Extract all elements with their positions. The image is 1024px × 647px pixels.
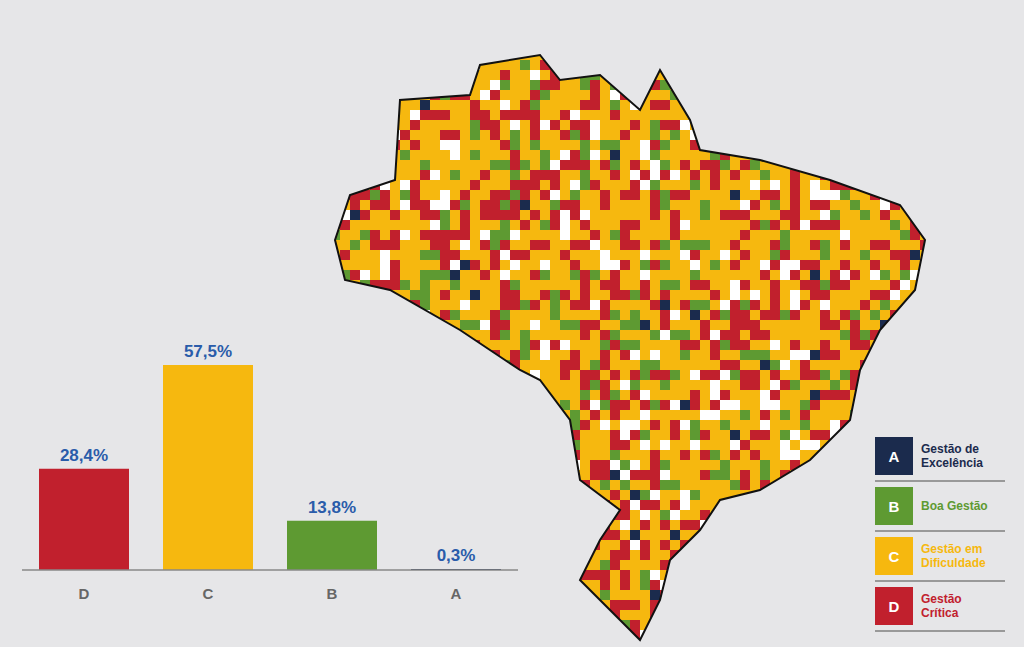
html-text:Gestão Crítica: Gestão Crítica	[921, 592, 962, 620]
html-text:A: A	[888, 447, 900, 465]
html-text:C: C	[888, 547, 900, 565]
html-text:D: D	[888, 597, 900, 615]
html-text:Boa Gestão: Boa Gestão	[921, 499, 988, 513]
svg-text:C: C	[203, 585, 214, 602]
svg-text:A: A	[451, 585, 462, 602]
html-text:Gestão em Dificuldade: Gestão em Dificuldade	[921, 542, 986, 570]
html-text:Gestão de Excelência: Gestão de Excelência	[921, 442, 983, 470]
svg-text:57,5%: 57,5%	[184, 342, 232, 361]
html-text:B: B	[888, 497, 900, 515]
svg-text:0,3%: 0,3%	[437, 546, 476, 565]
svg-text:28,4%: 28,4%	[60, 446, 108, 465]
svg-text:D: D	[79, 585, 90, 602]
svg-text:B: B	[327, 585, 338, 602]
svg-text:13,8%: 13,8%	[308, 498, 356, 517]
